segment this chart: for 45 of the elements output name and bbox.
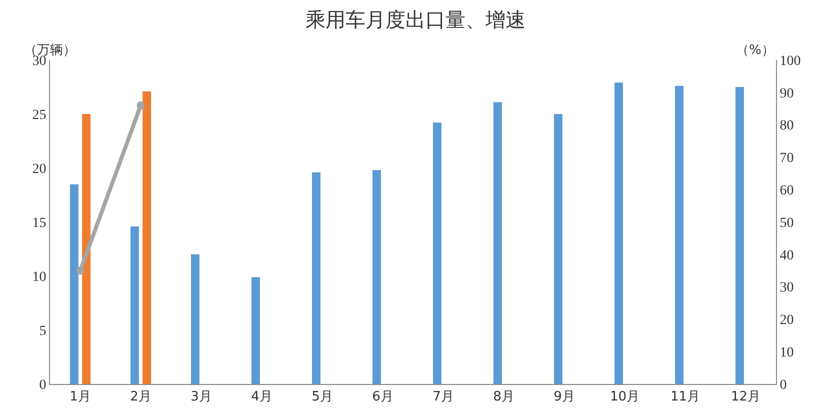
bar bbox=[735, 87, 744, 384]
bar bbox=[190, 254, 200, 384]
y-tick-label: 5 bbox=[39, 324, 46, 339]
chart-title: 乘用车月度出口量、增速 bbox=[306, 8, 526, 32]
bar bbox=[554, 114, 562, 384]
y2-tick-label: 100 bbox=[780, 54, 801, 69]
y-tick-label: 15 bbox=[32, 216, 46, 231]
x-tick-label: 5月 bbox=[312, 390, 333, 405]
bar bbox=[251, 277, 260, 384]
x-tick-label: 9月 bbox=[554, 390, 575, 405]
y2-tick-label: 60 bbox=[780, 184, 794, 198]
bar bbox=[130, 226, 139, 384]
x-tick-label: 4月 bbox=[251, 390, 272, 405]
y-tick-label: 20 bbox=[32, 162, 46, 177]
y2-axis-title: （%） bbox=[736, 43, 774, 58]
bar bbox=[432, 122, 442, 384]
y2-tick-label: 90 bbox=[780, 86, 794, 102]
y2-tick-label: 0 bbox=[780, 378, 787, 393]
y2-tick-label: 70 bbox=[780, 151, 794, 166]
x-tick-label: 1月 bbox=[70, 390, 91, 405]
bar bbox=[82, 114, 91, 384]
bar bbox=[70, 184, 78, 384]
bar bbox=[312, 172, 320, 384]
x-tick-label: 12月 bbox=[730, 390, 761, 405]
bar bbox=[142, 91, 152, 384]
x-tick-label: 3月 bbox=[190, 390, 212, 405]
y-tick-label: 0 bbox=[39, 378, 46, 393]
y-tick-label: 10 bbox=[32, 270, 46, 285]
y-tick-label: 25 bbox=[32, 108, 46, 123]
bar bbox=[674, 86, 684, 384]
x-tick-label: 2月 bbox=[130, 390, 152, 405]
y2-tick-label: 20 bbox=[780, 313, 794, 328]
x-tick-label: 6月 bbox=[372, 390, 394, 405]
bar bbox=[372, 170, 381, 384]
y2-tick-label: 80 bbox=[780, 118, 794, 134]
bar bbox=[493, 102, 502, 384]
x-tick-label: 10月 bbox=[610, 390, 640, 405]
x-tick-label: 11月 bbox=[670, 390, 700, 405]
bar bbox=[614, 82, 623, 384]
y2-tick-label: 10 bbox=[780, 346, 794, 360]
x-tick-label: 7月 bbox=[432, 390, 454, 405]
x-tick-label: 8月 bbox=[493, 390, 514, 405]
y2-tick-label: 40 bbox=[780, 248, 794, 264]
y2-tick-label: 30 bbox=[780, 280, 794, 296]
y2-tick-label: 50 bbox=[780, 216, 794, 231]
